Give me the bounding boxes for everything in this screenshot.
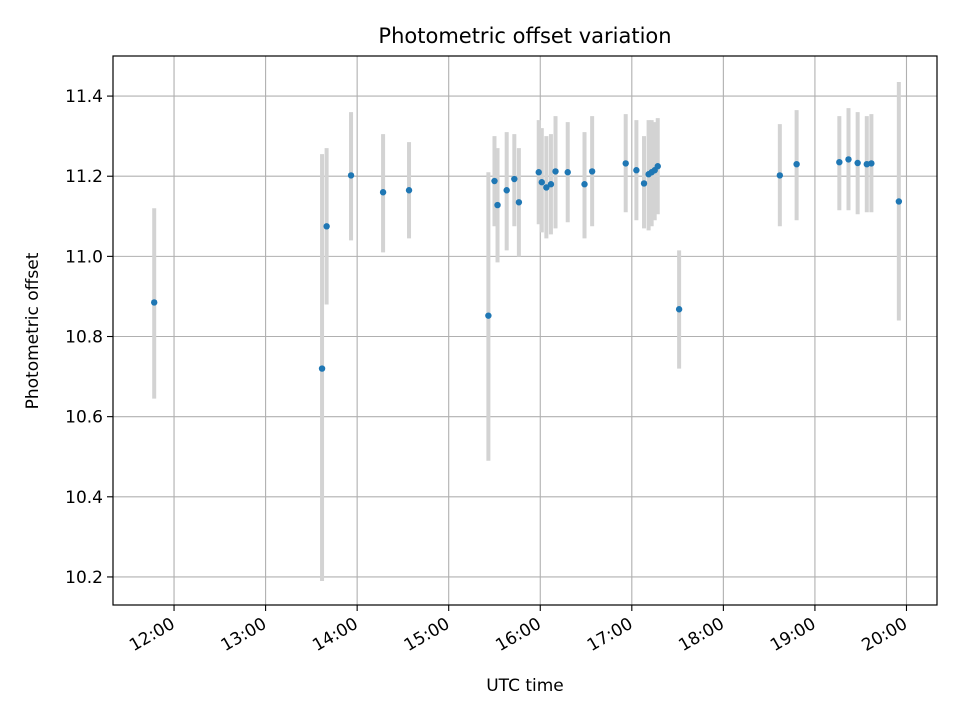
data-point — [379, 189, 387, 196]
y-tick-label: 10.8 — [65, 328, 103, 348]
data-point — [515, 199, 523, 206]
data-point — [535, 169, 542, 176]
y-tick-label: 10.2 — [65, 568, 103, 588]
chart-title: Photometric offset variation — [378, 24, 671, 48]
data-point — [511, 175, 518, 183]
data-point — [491, 177, 498, 185]
data-point — [588, 168, 596, 175]
data-point — [581, 181, 588, 188]
y-tick-label: 10.4 — [65, 488, 103, 508]
data-point — [654, 163, 661, 170]
data-point — [633, 167, 640, 174]
y-tick-label: 11.4 — [65, 87, 103, 107]
y-axis-ticks: 10.2 10.4 10.6 10.8 11.0 11.2 11.4 — [65, 87, 113, 588]
x-axis-label: UTC time — [486, 676, 564, 696]
data-point — [347, 172, 355, 179]
data-point — [793, 160, 800, 168]
y-axis-label: Photometric offset — [23, 252, 43, 409]
data-point — [151, 299, 158, 306]
data-point — [845, 156, 852, 163]
grid-lines — [113, 56, 937, 605]
data-point — [640, 180, 648, 187]
data-points — [151, 156, 903, 372]
y-tick-label: 11.2 — [65, 167, 103, 187]
data-point — [485, 312, 492, 319]
data-point — [405, 187, 413, 194]
y-tick-label: 10.6 — [65, 408, 103, 428]
data-point — [494, 201, 501, 209]
data-point — [868, 160, 875, 167]
y-tick-label: 11.0 — [65, 247, 103, 267]
data-point — [564, 169, 571, 176]
data-point — [543, 184, 550, 191]
data-point — [552, 168, 559, 175]
data-point — [547, 181, 555, 188]
plot-frame — [112, 55, 938, 606]
data-point — [675, 306, 683, 313]
data-point — [323, 223, 330, 230]
data-point — [503, 187, 510, 194]
data-point — [538, 179, 545, 186]
data-point — [776, 172, 784, 179]
data-point — [895, 198, 903, 205]
data-point — [622, 160, 629, 167]
data-point — [854, 159, 861, 167]
data-point — [836, 158, 843, 166]
data-point — [318, 365, 326, 372]
